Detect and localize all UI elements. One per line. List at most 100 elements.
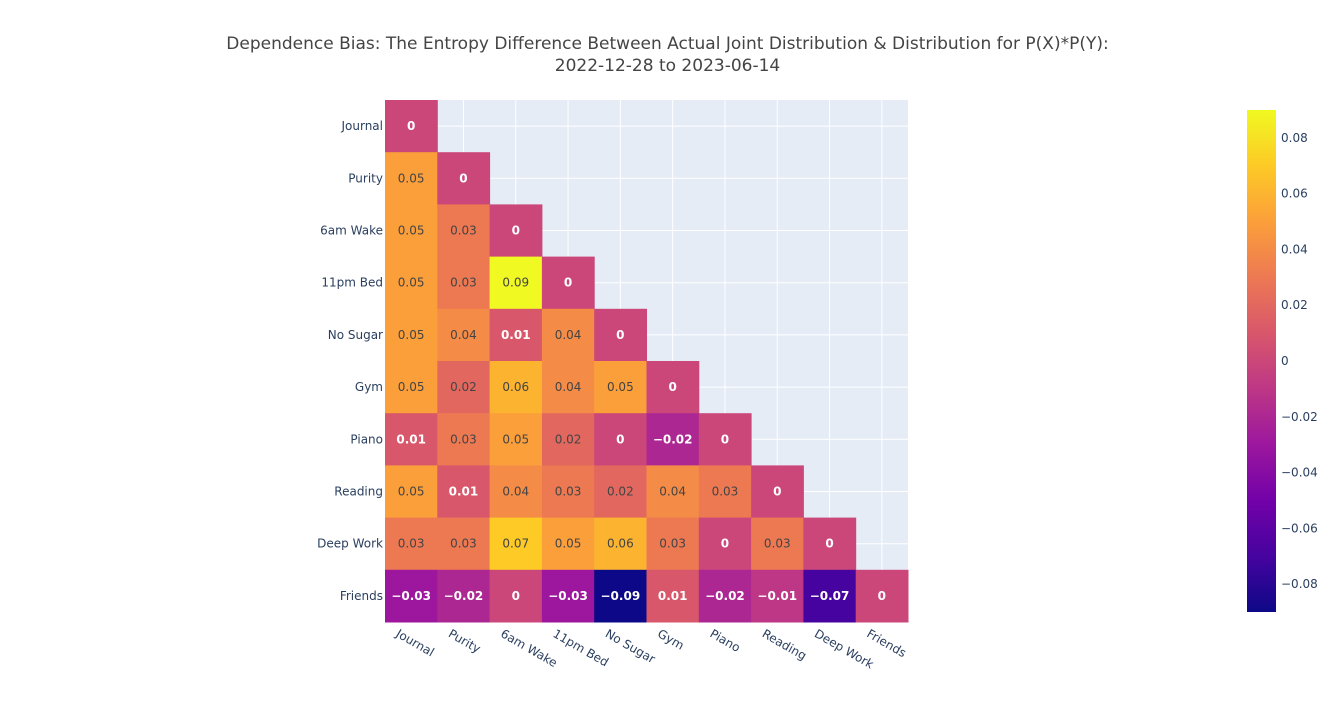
heatmap-cell	[594, 361, 647, 414]
cell-label: 0	[564, 276, 572, 290]
cell-label: 0.05	[398, 328, 425, 342]
cell-label: 0	[773, 485, 781, 499]
heatmap-cell	[437, 569, 491, 623]
cell-label: 0.05	[398, 171, 425, 185]
cell-label: 0.02	[607, 485, 634, 499]
cell-label: −0.02	[444, 589, 484, 603]
cell-label: 0.05	[398, 276, 425, 290]
heatmap-cell	[437, 361, 491, 414]
cell-label: −0.07	[810, 589, 850, 603]
cell-label: 0.02	[450, 380, 477, 394]
heatmap-cell	[385, 569, 438, 623]
heatmap-cell	[541, 308, 595, 362]
heatmap-cell	[594, 569, 647, 623]
heatmap-cell	[489, 517, 543, 571]
heatmap-cell	[698, 517, 752, 571]
colorbar-tick-label: 0.08	[1281, 131, 1308, 145]
colorbar-tick-label: 0.06	[1281, 187, 1308, 201]
cell-label: 0.03	[555, 485, 582, 499]
cell-label: 0.03	[398, 537, 425, 551]
cell-label: 0	[512, 224, 520, 238]
y-tick-label: Friends	[340, 589, 383, 603]
colorbar-tick-label: −0.08	[1281, 577, 1318, 591]
heatmap-cell	[698, 569, 752, 623]
colorbar-ticks: 0.08 0.06 0.04 0.02 0 −0.02 −0.04 −0.06 −0.08	[1281, 131, 1318, 591]
heatmap-cell	[437, 517, 491, 571]
heatmap-cell	[385, 308, 438, 362]
heatmap-cell	[646, 569, 700, 623]
heatmap-cell	[855, 569, 909, 623]
heatmap-cell	[698, 465, 752, 519]
heatmap-cell	[385, 361, 438, 414]
cell-label: 0	[459, 171, 467, 185]
heatmap-cell	[541, 517, 595, 571]
x-tick-label: No Sugar	[603, 626, 658, 666]
cell-label: 0.04	[659, 485, 686, 499]
colorbar	[1247, 110, 1276, 612]
cell-label: 0	[878, 589, 886, 603]
heatmap-cell	[751, 569, 804, 623]
cell-label: 0	[616, 328, 624, 342]
cell-label: −0.09	[601, 589, 641, 603]
heatmap-cell	[803, 569, 857, 623]
cell-label: 0.01	[501, 328, 531, 342]
heatmap-cell	[646, 361, 700, 414]
heatmap-cell	[385, 413, 438, 466]
heatmap-cell	[489, 465, 543, 519]
heatmap-cell	[698, 413, 752, 466]
heatmap-cell	[541, 413, 595, 466]
cell-label: 0.03	[712, 485, 739, 499]
heatmap-cell	[385, 256, 438, 310]
heatmap-cell	[489, 361, 543, 414]
x-tick-label: Friends	[864, 626, 908, 660]
cell-label: 0.05	[398, 224, 425, 238]
y-tick-label: Journal	[340, 119, 383, 133]
cell-label: 0	[407, 119, 415, 133]
cell-label: 0.05	[502, 432, 529, 446]
cell-label: 0.05	[398, 380, 425, 394]
cell-label: 0.05	[607, 380, 634, 394]
heatmap-cell	[385, 204, 438, 258]
cell-label: 0.03	[450, 537, 477, 551]
heatmap-cell	[541, 361, 595, 414]
cell-label: 0.04	[450, 328, 477, 342]
heatmap-cell	[646, 413, 700, 466]
cell-label: 0.09	[502, 276, 529, 290]
cell-label: −0.02	[705, 589, 745, 603]
heatmap-cell	[594, 517, 647, 571]
cell-label: 0.03	[450, 276, 477, 290]
heatmap-cell	[437, 413, 491, 466]
cell-label: 0	[616, 432, 624, 446]
cell-label: 0.01	[449, 485, 479, 499]
y-tick-label: 6am Wake	[320, 224, 383, 238]
heatmap-cell	[385, 517, 438, 571]
heatmap-cell	[437, 465, 491, 519]
heatmap-cell	[489, 308, 543, 362]
heatmap-cell	[489, 569, 543, 623]
heatmap-cell	[541, 569, 595, 623]
x-tick-label: Piano	[707, 626, 742, 654]
cell-label: 0.03	[659, 537, 686, 551]
y-tick-label: 11pm Bed	[321, 276, 383, 290]
cell-label: 0	[668, 380, 676, 394]
heatmap-cell	[594, 308, 647, 362]
cell-label: 0.04	[555, 380, 582, 394]
heatmap-cell	[751, 517, 804, 571]
heatmap-cell	[437, 204, 491, 258]
cell-label: 0.07	[502, 537, 529, 551]
heatmap-cell	[541, 465, 595, 519]
heatmap-cell	[594, 413, 647, 466]
cell-label: 0.02	[555, 432, 582, 446]
heatmap-cell-labels: 0 0.05 0 0.05 0.03 0 0.05 0.03 0.09 0 0.05 0.04 0.01…	[391, 119, 886, 603]
heatmap-cell	[437, 308, 491, 362]
heatmap-cell	[803, 517, 857, 571]
y-tick-label: Purity	[348, 171, 383, 185]
cell-label: 0.03	[450, 432, 477, 446]
heatmap-cell	[489, 256, 543, 310]
cell-label: −0.03	[548, 589, 588, 603]
cell-label: 0	[721, 537, 729, 551]
colorbar-tick-label: 0	[1281, 354, 1289, 368]
cell-label: 0.06	[607, 537, 634, 551]
